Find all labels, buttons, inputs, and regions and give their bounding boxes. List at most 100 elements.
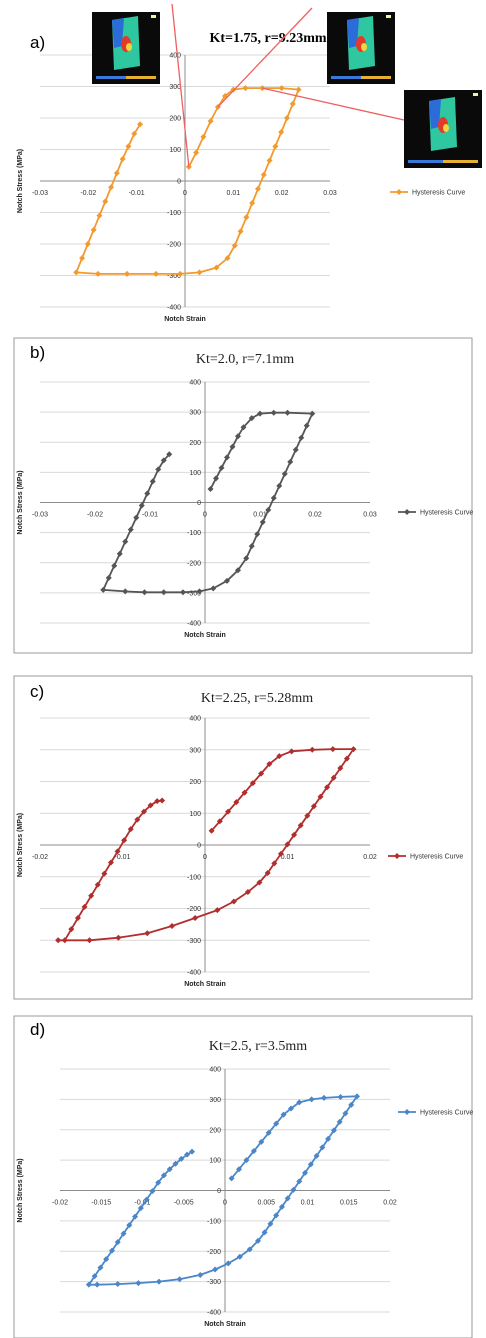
data-point <box>207 485 214 492</box>
x-tick-label: -0.02 <box>87 512 103 519</box>
data-point <box>141 589 148 596</box>
data-point <box>317 793 324 800</box>
data-point <box>319 1144 326 1151</box>
data-point <box>207 118 214 125</box>
data-point <box>131 130 138 137</box>
data-point <box>243 1157 250 1164</box>
data-point <box>180 589 186 596</box>
data-point <box>149 1188 156 1195</box>
data-point <box>289 100 296 107</box>
y-tick-label: -100 <box>207 1218 221 1225</box>
data-point <box>237 228 244 235</box>
data-point <box>288 1105 294 1112</box>
x-tick-label: -0.01 <box>142 512 158 519</box>
data-point <box>254 531 261 538</box>
y-tick-label: 0 <box>177 179 181 186</box>
data-point <box>159 797 166 804</box>
chart-title: Kt=2.5, r=3.5mm <box>209 1039 307 1054</box>
data-point <box>103 1256 110 1263</box>
data-point <box>137 1205 144 1212</box>
y-tick-label: -100 <box>167 210 181 217</box>
data-point <box>73 269 80 276</box>
data-point <box>114 1281 121 1288</box>
data-point <box>81 903 88 910</box>
x-tick-label: 0.005 <box>257 1200 275 1207</box>
data-point <box>325 1135 332 1142</box>
fea-color-bar <box>126 76 156 79</box>
y-tick-label: -300 <box>167 273 181 280</box>
data-point <box>257 410 263 417</box>
pointer-arrow <box>262 87 405 121</box>
data-point <box>307 1161 314 1168</box>
data-point <box>278 129 285 136</box>
data-point <box>290 1186 297 1193</box>
x-tick-label: 0.03 <box>363 512 377 519</box>
data-point <box>264 869 271 876</box>
x-tick-label: 0.03 <box>323 190 337 197</box>
data-point <box>265 1129 272 1136</box>
data-point <box>84 241 91 247</box>
panel-frame <box>13 675 473 1000</box>
data-point <box>272 143 279 150</box>
data-point <box>343 755 350 762</box>
data-point <box>228 1175 235 1182</box>
data-point <box>144 930 151 937</box>
y-tick-label: -300 <box>207 1279 221 1286</box>
data-point <box>55 937 62 944</box>
data-point <box>273 1120 280 1127</box>
x-tick-label: -0.01 <box>135 1200 151 1207</box>
y-tick-label: 200 <box>189 440 201 447</box>
data-point <box>296 1099 303 1106</box>
y-tick-label: -200 <box>187 906 201 913</box>
chart-panel-c: -400 -300 -200 -100 0 100 200 300 400 -0.02 -0.01 0… <box>13 675 473 1000</box>
x-tick-label: 0.01 <box>253 512 267 519</box>
data-point <box>233 799 240 806</box>
data-point <box>249 200 256 207</box>
data-point <box>225 1260 232 1267</box>
x-axis-label: Notch Strain <box>184 981 226 988</box>
data-point <box>278 85 285 92</box>
data-point <box>246 1246 253 1253</box>
data-point <box>255 1237 261 1244</box>
data-point <box>196 269 203 276</box>
data-point <box>276 753 283 760</box>
x-tick-label: 0.02 <box>363 854 377 861</box>
data-point <box>210 585 217 592</box>
x-tick-label: 0 <box>203 854 207 861</box>
data-point <box>303 422 310 429</box>
data-point <box>197 1271 204 1278</box>
data-point <box>96 212 103 219</box>
chart-title: Kt=2.0, r=7.1mm <box>196 352 294 367</box>
data-point <box>284 841 291 848</box>
data-point <box>214 907 221 914</box>
chart-title: Kt=2.25, r=5.28mm <box>201 691 313 706</box>
data-point <box>308 1096 315 1103</box>
y-tick-label: 400 <box>169 53 181 60</box>
data-point <box>102 198 109 205</box>
legend-marker <box>394 853 400 859</box>
y-tick-label: -400 <box>187 970 201 977</box>
x-tick-label: 0 <box>223 1200 227 1207</box>
data-point <box>348 1101 355 1108</box>
fea-image-logo <box>386 15 391 18</box>
x-tick-label: 0.01 <box>281 854 295 861</box>
data-point <box>242 85 249 92</box>
data-point <box>324 784 331 791</box>
pointer-arrow <box>217 7 313 108</box>
data-point <box>212 1266 219 1273</box>
x-tick-label: -0.03 <box>32 512 48 519</box>
y-axis-label: Notch Stress (MPa) <box>17 813 24 877</box>
x-axis-label: Notch Strain <box>184 632 226 639</box>
data-point <box>61 937 68 944</box>
data-point <box>258 1138 265 1145</box>
data-point <box>329 746 336 753</box>
data-point <box>296 1178 303 1185</box>
data-point <box>310 803 317 810</box>
panel-label: d) <box>30 1020 45 1039</box>
data-point <box>113 170 120 177</box>
y-tick-label: -100 <box>187 530 201 537</box>
data-point <box>350 746 357 753</box>
data-point <box>119 155 126 162</box>
data-point <box>298 434 305 441</box>
data-point <box>155 1179 162 1186</box>
